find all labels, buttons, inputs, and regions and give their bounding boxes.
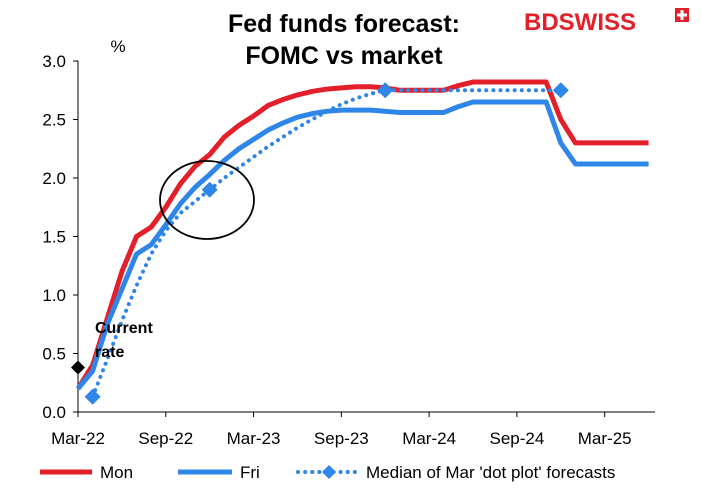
x-tick-label: Sep-24 (489, 429, 544, 448)
dot-plot-marker (201, 181, 218, 198)
x-tick-label: Mar-23 (227, 429, 281, 448)
series-line-1 (76, 99, 649, 391)
brand-logo: BDSWISS (524, 8, 689, 36)
y-tick-label: 0.0 (42, 403, 66, 422)
legend-item-fri: Fri (178, 463, 260, 482)
y-tick-label: 2.5 (42, 111, 66, 130)
y-tick-label: 0.5 (42, 345, 66, 364)
annotation-text-line-2: rate (95, 344, 124, 361)
chart-title-line-1: Fed funds forecast: (228, 10, 460, 38)
legend-item-dot-plot: Median of Mar 'dot plot' forecasts (296, 463, 615, 482)
legend-marker-dot-plot (322, 465, 336, 479)
brand-logo-part2: SWISS (559, 9, 636, 36)
x-tick-label: Sep-22 (138, 429, 193, 448)
legend-label-mon: Mon (100, 463, 133, 482)
chart-title-line-2: FOMC vs market (245, 42, 443, 70)
legend-item-mon: Mon (40, 463, 133, 482)
marker-layer (71, 82, 569, 405)
dot-plot-marker (552, 82, 569, 99)
dot-plot-marker (84, 388, 101, 405)
series-line-0 (75, 79, 649, 390)
x-axis-ticks: Mar-22 Sep-22 Mar-23 Sep-23 Mar-24 Sep-24 Mar-… (51, 412, 632, 448)
current-rate-annotation: Current rate (95, 320, 153, 361)
legend-label-dot-plot: Median of Mar 'dot plot' forecasts (366, 463, 615, 482)
swiss-cross-icon (675, 8, 689, 22)
y-tick-label: 2.0 (42, 169, 66, 188)
svg-text:BDSWISS: BDSWISS (524, 9, 636, 36)
current-rate-marker (71, 360, 85, 375)
y-axis-ticks: 0.0 0.5 1.0 1.5 2.0 2.5 3.0 (42, 52, 78, 422)
dot-plot-marker (377, 82, 394, 99)
x-tick-label: Mar-22 (51, 429, 105, 448)
y-axis-label: % (110, 37, 125, 56)
highlight-circle (159, 160, 255, 240)
annotation-text-line-1: Current (95, 320, 153, 337)
y-tick-label: 3.0 (42, 52, 66, 71)
y-tick-label: 1.5 (42, 228, 66, 247)
x-tick-label: Sep-23 (314, 429, 369, 448)
brand-logo-part1: BD (524, 9, 559, 36)
y-tick-label: 1.0 (42, 286, 66, 305)
series-line-2 (90, 88, 563, 399)
x-tick-label: Mar-25 (578, 429, 632, 448)
x-tick-label: Mar-24 (402, 429, 456, 448)
series-layer (75, 79, 649, 399)
legend-label-fri: Fri (240, 463, 260, 482)
legend: Mon Fri Median of Mar 'dot plot' forecas… (40, 463, 615, 482)
